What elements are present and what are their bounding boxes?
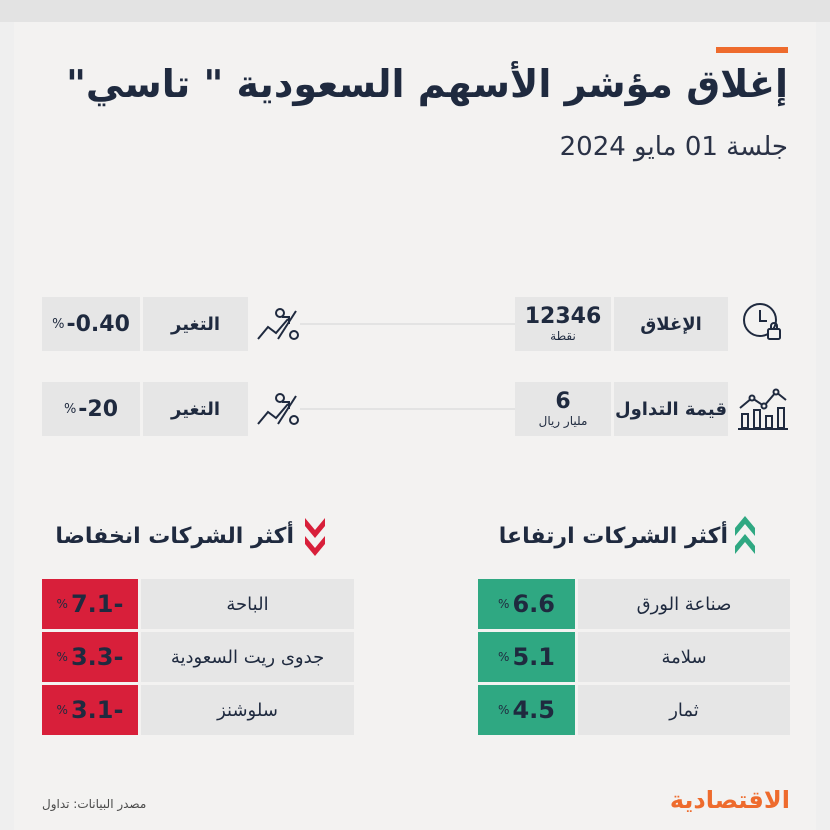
brand-logo: الاقتصادية xyxy=(669,786,790,814)
top-strip xyxy=(0,0,830,22)
loser-value: 3.1- xyxy=(70,696,124,724)
gainer-name: صناعة الورق xyxy=(578,579,790,629)
percent-sign: % xyxy=(56,597,68,611)
gainer-value: 6.6 xyxy=(512,590,555,618)
double-chevron-up-icon xyxy=(734,514,756,558)
loser-name: سلوشنز xyxy=(141,685,354,735)
data-source: مصدر البيانات: تداول xyxy=(42,797,147,811)
close-change-label: التغير xyxy=(143,297,248,351)
loser-value: 3.3- xyxy=(70,643,124,671)
loser-value-box: % 7.1- xyxy=(42,579,138,629)
trading-unit: مليار ريال xyxy=(538,414,588,428)
gainer-value-box: % 5.1 xyxy=(478,632,575,682)
close-value: 12346 xyxy=(524,304,602,329)
trading-value-box: 6 مليار ريال xyxy=(515,382,611,436)
double-chevron-down-icon xyxy=(304,516,326,558)
gainers-title: أكثر الشركات ارتفاعا xyxy=(498,524,728,549)
close-change-value-box: % -0.40 xyxy=(42,297,140,351)
trading-change-value: -20 xyxy=(78,396,119,422)
close-label: الإغلاق xyxy=(614,297,728,351)
percent-trend-icon xyxy=(256,390,302,430)
close-value-box: 12346 نقطة xyxy=(515,297,611,351)
accent-bar xyxy=(716,47,788,53)
percent-sign: % xyxy=(56,650,68,664)
page-title: إغلاق مؤشر الأسهم السعودية " تاسي" xyxy=(66,62,788,106)
table-row: سلوشنز % 3.1- xyxy=(42,685,354,735)
table-row: الباحة % 7.1- xyxy=(42,579,354,629)
percent-sign: % xyxy=(498,650,510,664)
trading-label: قيمة التداول xyxy=(614,382,728,436)
close-change-value: -0.40 xyxy=(66,311,130,337)
trading-value: 6 xyxy=(555,389,571,414)
percent-trend-icon xyxy=(256,305,302,345)
losers-title: أكثر الشركات انخفاضا xyxy=(55,524,294,549)
loser-value: 7.1- xyxy=(70,590,124,618)
bar-chart-trend-icon xyxy=(736,386,790,432)
gainer-value: 5.1 xyxy=(512,643,555,671)
row-connector xyxy=(300,408,515,410)
gainer-name: سلامة xyxy=(578,632,790,682)
trading-change-value-box: % -20 xyxy=(42,382,140,436)
session-date: جلسة 01 مايو 2024 xyxy=(559,132,788,162)
gainer-value: 4.5 xyxy=(512,696,555,724)
loser-value-box: % 3.1- xyxy=(42,685,138,735)
percent-sign: % xyxy=(63,401,77,417)
loser-value-box: % 3.3- xyxy=(42,632,138,682)
gainer-value-box: % 4.5 xyxy=(478,685,575,735)
table-row: جدوى ريت السعودية % 3.3- xyxy=(42,632,354,682)
percent-sign: % xyxy=(498,703,510,717)
clock-lock-icon xyxy=(740,300,786,346)
table-row: ثمار % 4.5 xyxy=(478,685,790,735)
loser-name: جدوى ريت السعودية xyxy=(141,632,354,682)
trading-change-label: التغير xyxy=(143,382,248,436)
table-row: سلامة % 5.1 xyxy=(478,632,790,682)
close-unit: نقطة xyxy=(550,329,576,343)
row-connector xyxy=(300,323,515,325)
percent-sign: % xyxy=(498,597,510,611)
loser-name: الباحة xyxy=(141,579,354,629)
gainer-value-box: % 6.6 xyxy=(478,579,575,629)
table-row: صناعة الورق % 6.6 xyxy=(478,579,790,629)
percent-sign: % xyxy=(56,703,68,717)
gainer-name: ثمار xyxy=(578,685,790,735)
percent-sign: % xyxy=(52,316,65,332)
